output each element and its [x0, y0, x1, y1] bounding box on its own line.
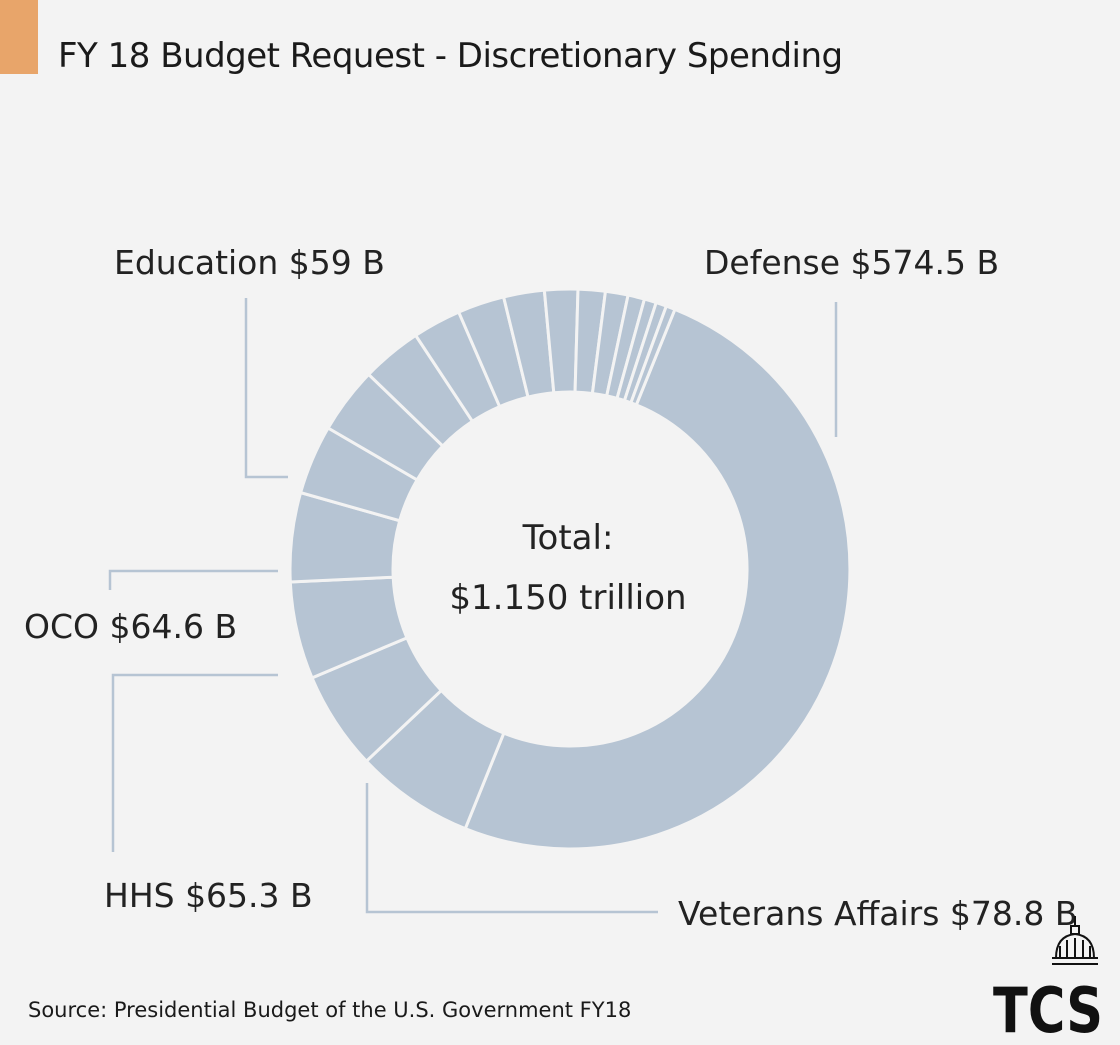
source-note: Source: Presidential Budget of the U.S. …	[28, 998, 632, 1022]
chart-title: FY 18 Budget Request - Discretionary Spe…	[58, 36, 843, 76]
center-total-label: Total:	[522, 518, 614, 558]
capitol-dome-icon	[1052, 916, 1098, 965]
logo-text: TCS	[993, 974, 1103, 1037]
center-total-value: $1.150 trillion	[449, 578, 686, 618]
leader-line-education	[244, 298, 288, 479]
donut-slice-0	[463, 307, 852, 851]
accent-bar	[0, 0, 38, 74]
leader-line-oco	[108, 569, 278, 590]
leader-line-va	[365, 783, 658, 914]
leader-line-hhs	[111, 673, 278, 852]
tcs-logo: TCS	[993, 916, 1103, 1037]
callout-education: Education $59 B	[114, 243, 385, 282]
callout-hhs: HHS $65.3 B	[104, 876, 313, 915]
donut-slices	[288, 287, 852, 851]
donut-slice-17	[628, 304, 677, 407]
callout-oco: OCO $64.6 B	[24, 607, 237, 646]
callout-leader-lines	[108, 298, 838, 914]
callout-va: Veterans Affairs $78.8 B	[678, 894, 1078, 933]
callout-defense: Defense $574.5 B	[704, 243, 999, 282]
